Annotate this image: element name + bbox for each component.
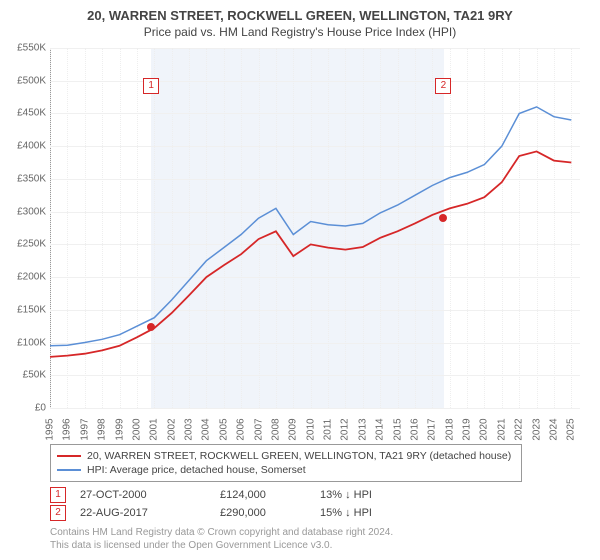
transaction-delta: 13% ↓ HPI <box>320 489 440 501</box>
x-tick-label: 2000 <box>131 418 142 440</box>
chart-plot-area: £0£50K£100K£150K£200K£250K£300K£350K£400… <box>50 48 580 408</box>
y-tick-label: £350K <box>17 173 46 184</box>
x-tick-label: 2007 <box>253 418 264 440</box>
x-tick-label: 1999 <box>114 418 125 440</box>
x-tick-label: 2004 <box>201 418 212 440</box>
footer-attribution: Contains HM Land Registry data © Crown c… <box>50 526 393 552</box>
legend-swatch <box>57 469 81 471</box>
x-tick-label: 2012 <box>340 418 351 440</box>
legend-row: 20, WARREN STREET, ROCKWELL GREEN, WELLI… <box>57 449 515 463</box>
x-tick-label: 2006 <box>236 418 247 440</box>
transaction-price: £290,000 <box>220 507 320 519</box>
y-tick-label: £100K <box>17 337 46 348</box>
x-tick-label: 1997 <box>79 418 90 440</box>
x-tick-label: 2015 <box>392 418 403 440</box>
x-tick-label: 2008 <box>270 418 281 440</box>
x-tick-label: 2001 <box>149 418 160 440</box>
x-tick-label: 2020 <box>479 418 490 440</box>
transaction-date: 27-OCT-2000 <box>80 489 220 501</box>
callout-2: 2 <box>435 78 451 94</box>
x-tick-label: 2014 <box>375 418 386 440</box>
x-tick-label: 2009 <box>288 418 299 440</box>
footer-line-2: This data is licensed under the Open Gov… <box>50 539 393 552</box>
legend-row: HPI: Average price, detached house, Some… <box>57 463 515 477</box>
transaction-price: £124,000 <box>220 489 320 501</box>
x-tick-label: 2023 <box>531 418 542 440</box>
gridline-h <box>50 408 580 409</box>
footer-line-1: Contains HM Land Registry data © Crown c… <box>50 526 393 539</box>
x-tick-label: 2003 <box>184 418 195 440</box>
series-price_paid <box>50 151 571 357</box>
line-layer <box>50 48 580 408</box>
legend-label: 20, WARREN STREET, ROCKWELL GREEN, WELLI… <box>87 450 511 462</box>
y-tick-label: £50K <box>23 370 46 381</box>
x-tick-label: 1995 <box>45 418 56 440</box>
x-tick-label: 2016 <box>409 418 420 440</box>
x-tick-label: 1996 <box>62 418 73 440</box>
legend-box: 20, WARREN STREET, ROCKWELL GREEN, WELLI… <box>50 444 522 482</box>
transaction-marker-1 <box>147 323 155 331</box>
chart-title: 20, WARREN STREET, ROCKWELL GREEN, WELLI… <box>0 0 600 23</box>
x-tick-label: 2018 <box>444 418 455 440</box>
x-tick-label: 2024 <box>548 418 559 440</box>
x-tick-label: 2002 <box>166 418 177 440</box>
x-tick-label: 2025 <box>566 418 577 440</box>
transaction-delta: 15% ↓ HPI <box>320 507 440 519</box>
y-tick-label: £150K <box>17 304 46 315</box>
chart-subtitle: Price paid vs. HM Land Registry's House … <box>0 23 600 39</box>
y-tick-label: £400K <box>17 141 46 152</box>
y-tick-label: £500K <box>17 75 46 86</box>
y-tick-label: £200K <box>17 272 46 283</box>
x-tick-label: 2019 <box>462 418 473 440</box>
transaction-date: 22-AUG-2017 <box>80 507 220 519</box>
transactions-table: 1 27-OCT-2000£124,00013% ↓ HPI 2 22-AUG-201… <box>50 486 440 522</box>
y-tick-label: £250K <box>17 239 46 250</box>
x-tick-label: 2017 <box>427 418 438 440</box>
x-tick-label: 2022 <box>514 418 525 440</box>
x-tick-label: 2011 <box>323 419 334 441</box>
legend-label: HPI: Average price, detached house, Some… <box>87 464 306 476</box>
y-tick-label: £450K <box>17 108 46 119</box>
series-hpi <box>50 107 571 346</box>
y-tick-label: £550K <box>17 43 46 54</box>
x-tick-label: 2013 <box>357 418 368 440</box>
callout-1: 1 <box>143 78 159 94</box>
transaction-index-box: 2 <box>50 505 66 521</box>
chart-container: 20, WARREN STREET, ROCKWELL GREEN, WELLI… <box>0 0 600 560</box>
y-tick-label: £300K <box>17 206 46 217</box>
transaction-marker-2 <box>439 214 447 222</box>
legend-swatch <box>57 455 81 457</box>
transaction-index-box: 1 <box>50 487 66 503</box>
y-tick-label: £0 <box>35 403 46 414</box>
x-tick-label: 1998 <box>97 418 108 440</box>
x-tick-label: 2021 <box>496 418 507 440</box>
transaction-row: 2 22-AUG-2017£290,00015% ↓ HPI <box>50 504 440 522</box>
transaction-row: 1 27-OCT-2000£124,00013% ↓ HPI <box>50 486 440 504</box>
x-tick-label: 2005 <box>218 418 229 440</box>
x-tick-label: 2010 <box>305 418 316 440</box>
